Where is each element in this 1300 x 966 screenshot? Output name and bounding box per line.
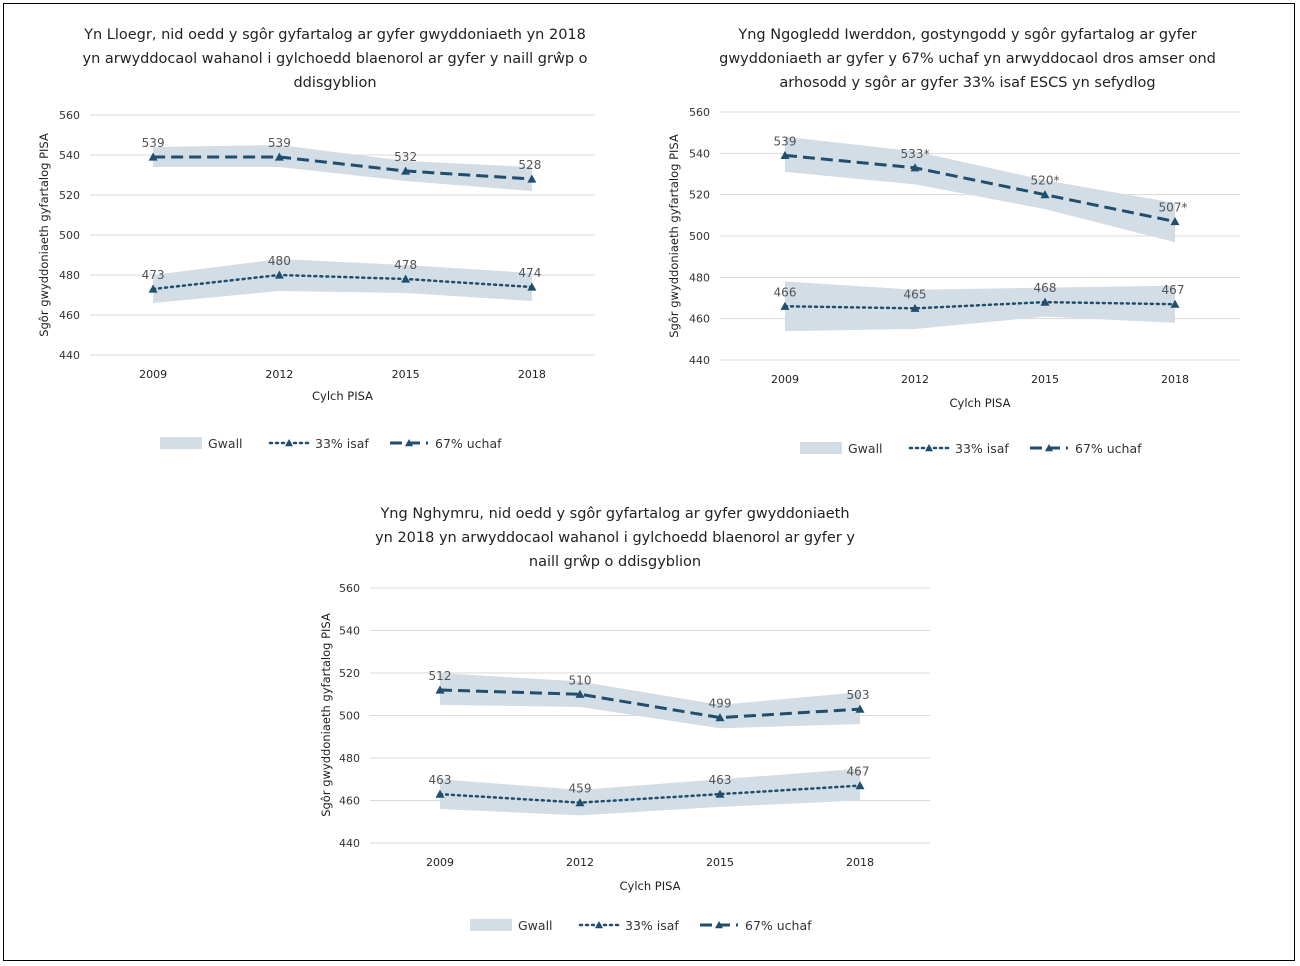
data-label: 520* (1031, 174, 1060, 188)
y-tick-label: 500 (59, 229, 80, 242)
error-band (153, 259, 532, 303)
y-axis-title: Sgôr gwyddoniaeth gyfartalog PISA (37, 133, 51, 337)
data-label: 507* (1159, 201, 1188, 215)
x-axis-title: Cylch PISA (949, 396, 1010, 410)
chart-panel-england: Yn Lloegr, nid oedd y sgôr gyfartalog ar… (30, 20, 630, 460)
y-tick-label: 540 (339, 625, 360, 638)
x-tick-label: 2012 (265, 368, 293, 381)
data-label: 512 (429, 669, 452, 683)
legend-label: 33% isaf (315, 436, 369, 451)
y-tick-label: 520 (689, 189, 710, 202)
y-tick-label: 480 (59, 269, 80, 282)
data-label: 463 (709, 773, 732, 787)
chart-panel-northern-ireland: Yng Ngogledd Iwerddon, gostyngodd y sgôr… (660, 20, 1280, 470)
legend-label: 67% uchaf (435, 436, 502, 451)
legend-swatch-error-band (160, 437, 202, 449)
line-chart: 440 460 480 500 520 540 560 2009 2012 2015 2018 Cyl… (660, 20, 1280, 470)
legend-swatch-error-band (800, 442, 842, 454)
legend-label: Gwall (518, 918, 553, 933)
error-band (153, 145, 532, 191)
y-tick-label: 540 (59, 149, 80, 162)
data-label: 499 (709, 697, 732, 711)
data-label: 533* (901, 147, 930, 161)
x-axis-title: Cylch PISA (312, 389, 373, 403)
data-label: 474 (518, 266, 541, 280)
y-tick-label: 520 (59, 189, 80, 202)
data-label: 467 (847, 765, 870, 779)
data-label: 467 (1162, 283, 1185, 297)
data-label: 473 (142, 268, 165, 282)
x-tick-label: 2015 (706, 856, 734, 869)
y-tick-label: 500 (339, 710, 360, 723)
error-band (785, 281, 1175, 331)
y-tick-label: 520 (339, 667, 360, 680)
error-band (785, 137, 1175, 242)
legend-marker (595, 921, 603, 928)
x-tick-label: 2015 (1031, 373, 1059, 386)
data-label: 480 (268, 254, 291, 268)
data-label: 539 (774, 134, 797, 148)
data-label: 528 (518, 158, 541, 172)
chart-panel-wales: Yng Nghymru, nid oedd y sgôr gyfartalog … (310, 502, 940, 942)
legend-label: 33% isaf (625, 918, 679, 933)
y-tick-label: 460 (339, 795, 360, 808)
line-chart: 440 460 480 500 520 540 560 2009 2012 2015 2018 Cyl… (310, 502, 940, 942)
error-band (440, 673, 860, 728)
y-tick-label: 480 (689, 271, 710, 284)
line-chart: 440 460 480 500 520 540 560 2009 2012 2015 2018 Cyl… (30, 20, 630, 460)
x-tick-label: 2012 (566, 856, 594, 869)
x-tick-label: 2015 (392, 368, 420, 381)
y-tick-label: 440 (339, 837, 360, 850)
y-tick-label: 540 (689, 147, 710, 160)
x-tick-label: 2018 (518, 368, 546, 381)
x-axis-title: Cylch PISA (619, 879, 680, 893)
legend-label: Gwall (208, 436, 243, 451)
x-tick-label: 2009 (426, 856, 454, 869)
x-tick-label: 2009 (771, 373, 799, 386)
y-tick-label: 560 (59, 109, 80, 122)
data-label: 465 (904, 287, 927, 301)
data-label: 478 (394, 258, 417, 272)
legend-swatch-error-band (470, 919, 512, 931)
y-tick-label: 500 (689, 230, 710, 243)
data-label: 510 (569, 673, 592, 687)
y-tick-label: 560 (339, 582, 360, 595)
y-tick-label: 460 (59, 309, 80, 322)
data-label: 539 (268, 136, 291, 150)
y-tick-label: 440 (689, 354, 710, 367)
x-tick-label: 2009 (139, 368, 167, 381)
y-axis-title: Sgôr gwyddoniaeth gyfartalog PISA (319, 613, 333, 817)
data-label: 539 (142, 136, 165, 150)
x-tick-label: 2012 (901, 373, 929, 386)
x-tick-label: 2018 (1161, 373, 1189, 386)
y-tick-label: 440 (59, 349, 80, 362)
legend-label: 33% isaf (955, 441, 1009, 456)
y-axis-title: Sgôr gwyddoniaeth gyfartalog PISA (667, 134, 681, 338)
data-label: 466 (774, 285, 797, 299)
legend-marker (285, 439, 293, 446)
error-band (440, 769, 860, 816)
data-label: 532 (394, 150, 417, 164)
legend-label: 67% uchaf (1075, 441, 1142, 456)
x-tick-label: 2018 (846, 856, 874, 869)
legend-marker (925, 444, 933, 451)
legend-label: Gwall (848, 441, 883, 456)
y-tick-label: 460 (689, 313, 710, 326)
data-label: 463 (429, 773, 452, 787)
data-label: 459 (569, 782, 592, 796)
y-tick-label: 480 (339, 752, 360, 765)
data-label: 468 (1034, 281, 1057, 295)
y-tick-label: 560 (689, 106, 710, 119)
legend-label: 67% uchaf (745, 918, 812, 933)
data-label: 503 (847, 688, 870, 702)
